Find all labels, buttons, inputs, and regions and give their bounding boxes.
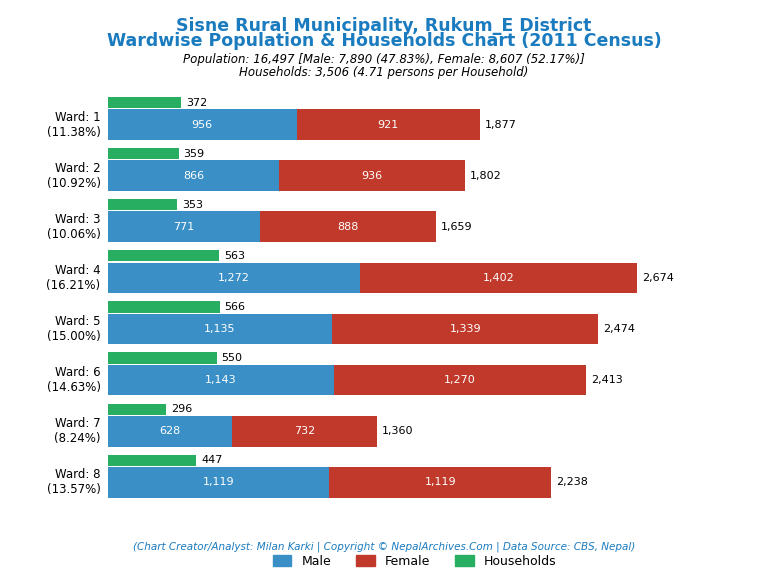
Text: (Chart Creator/Analyst: Milan Karki | Copyright © NepalArchives.Com | Data Sourc: (Chart Creator/Analyst: Milan Karki | Co…: [133, 542, 635, 552]
Bar: [108, 263, 359, 293]
Text: 372: 372: [186, 97, 207, 107]
Text: 550: 550: [221, 353, 243, 363]
Text: 566: 566: [225, 302, 246, 312]
Text: 447: 447: [201, 455, 223, 465]
Text: Population: 16,497 [Male: 7,890 (47.83%), Female: 8,607 (52.17%)]: Population: 16,497 [Male: 7,890 (47.83%)…: [183, 53, 585, 66]
Text: 1,402: 1,402: [482, 273, 515, 283]
Bar: [108, 302, 220, 313]
Text: 1,270: 1,270: [444, 375, 476, 385]
Text: 1,119: 1,119: [425, 477, 456, 487]
Bar: [108, 160, 279, 191]
Bar: [108, 467, 329, 498]
Text: 936: 936: [362, 171, 382, 180]
Bar: [334, 365, 586, 396]
Bar: [108, 148, 179, 160]
Text: 921: 921: [378, 119, 399, 129]
Text: 1,339: 1,339: [449, 324, 481, 334]
Bar: [333, 314, 598, 345]
Text: 296: 296: [171, 404, 193, 414]
Text: 353: 353: [183, 200, 204, 210]
Text: 888: 888: [338, 222, 359, 232]
Bar: [108, 404, 166, 415]
Text: 2,674: 2,674: [643, 273, 674, 283]
Bar: [260, 211, 436, 242]
Text: 1,877: 1,877: [485, 119, 516, 129]
Text: 1,119: 1,119: [203, 477, 234, 487]
Text: 771: 771: [174, 222, 194, 232]
Text: 1,272: 1,272: [217, 273, 250, 283]
Text: 628: 628: [159, 426, 180, 436]
Text: 359: 359: [184, 148, 205, 159]
Text: 1,659: 1,659: [442, 222, 473, 232]
Bar: [108, 314, 333, 345]
Bar: [108, 199, 177, 211]
Bar: [108, 211, 260, 242]
Bar: [108, 250, 219, 262]
Text: 732: 732: [294, 426, 315, 436]
Text: 1,802: 1,802: [469, 171, 502, 180]
Text: 1,135: 1,135: [204, 324, 236, 334]
Bar: [108, 365, 334, 396]
Text: 2,413: 2,413: [591, 375, 623, 385]
Bar: [108, 353, 217, 364]
Bar: [108, 416, 232, 447]
Text: 2,238: 2,238: [556, 477, 588, 487]
Bar: [359, 263, 637, 293]
Bar: [329, 467, 551, 498]
Bar: [108, 455, 196, 466]
Text: Wardwise Population & Households Chart (2011 Census): Wardwise Population & Households Chart (…: [107, 32, 661, 50]
Text: 866: 866: [183, 171, 204, 180]
Text: 1,143: 1,143: [205, 375, 237, 385]
Text: 2,474: 2,474: [603, 324, 635, 334]
Bar: [108, 97, 181, 108]
Bar: [232, 416, 377, 447]
Text: 563: 563: [224, 251, 245, 261]
Bar: [297, 109, 479, 140]
Bar: [108, 109, 297, 140]
Text: Households: 3,506 (4.71 persons per Household): Households: 3,506 (4.71 persons per Hous…: [240, 66, 528, 79]
Text: Sisne Rural Municipality, Rukum_E District: Sisne Rural Municipality, Rukum_E Distri…: [177, 17, 591, 35]
Legend: Male, Female, Households: Male, Female, Households: [268, 550, 561, 573]
Text: 956: 956: [192, 119, 213, 129]
Bar: [279, 160, 465, 191]
Text: 1,360: 1,360: [382, 426, 413, 436]
